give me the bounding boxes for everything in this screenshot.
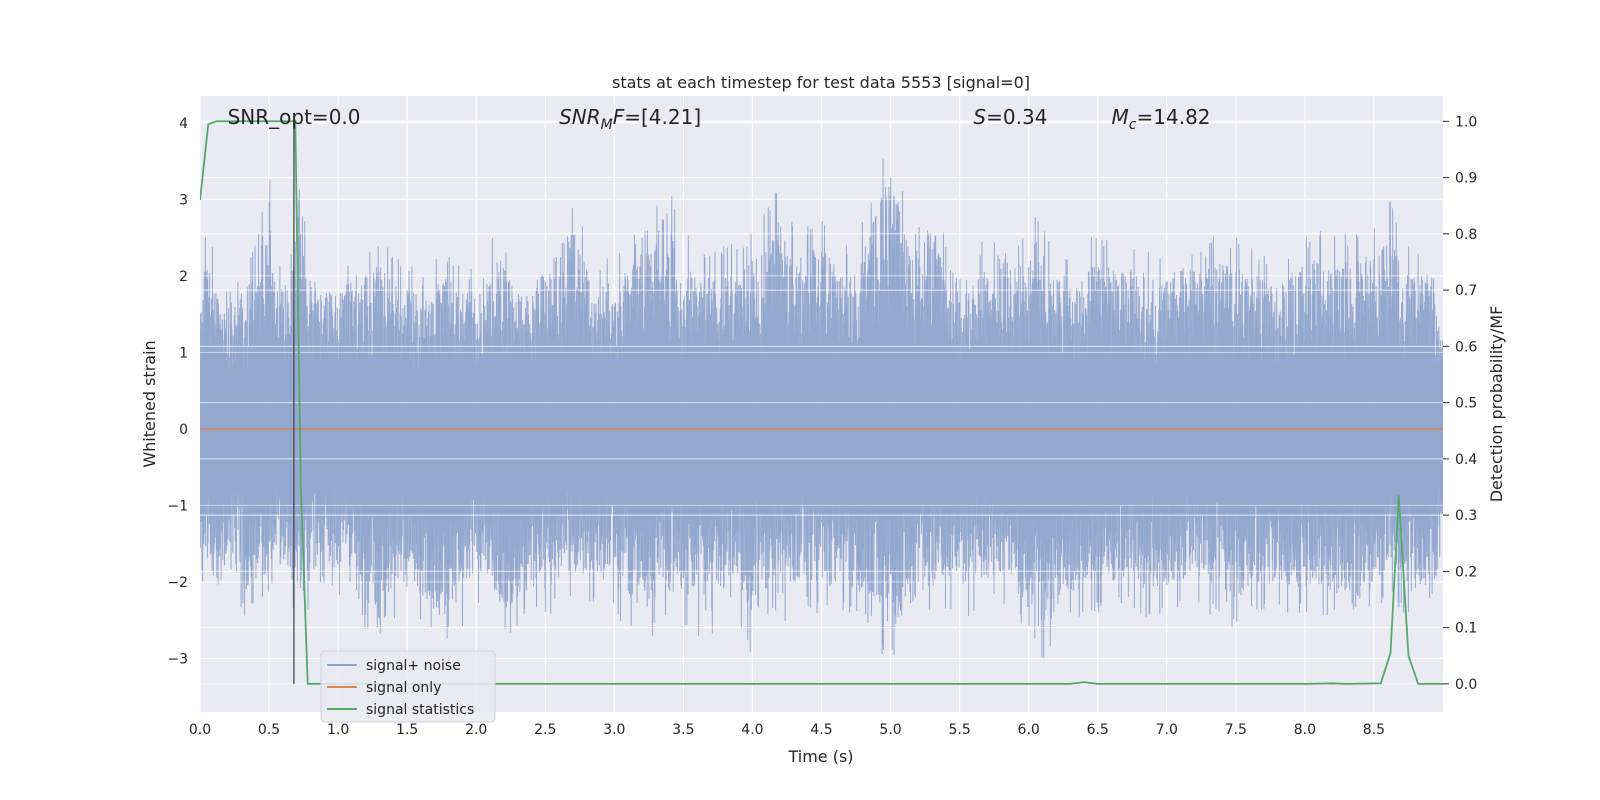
x-tick-label: 3.5 (672, 722, 694, 738)
x-tick-label: 5.5 (948, 722, 970, 738)
y-tick-label-left: 1 (179, 345, 188, 361)
x-tick-label: 0.0 (189, 722, 211, 738)
y-axis-label-left: Whitened strain (140, 340, 159, 467)
series-signal-statistics (200, 120, 1443, 685)
legend-entry: signal only (366, 680, 441, 696)
x-tick-label: 7.0 (1156, 722, 1178, 738)
x-tick-label: 6.0 (1018, 722, 1040, 738)
x-tick-label: 1.5 (396, 722, 418, 738)
y-tick-label-right: 0.7 (1455, 283, 1477, 299)
y-tick-label-left: −3 (167, 651, 188, 667)
annotation-part: SNR (559, 105, 601, 129)
y-tick-label-right: 0.1 (1455, 621, 1477, 637)
x-tick-label: 3.0 (603, 722, 625, 738)
y-tick-label-right: 0.3 (1455, 508, 1477, 524)
x-tick-label: 6.5 (1087, 722, 1109, 738)
x-tick-label: 2.0 (465, 722, 487, 738)
x-tick-label: 4.0 (741, 722, 763, 738)
y-tick-label-left: 4 (179, 116, 188, 132)
annotation-text: SNRMF=[4.21] (559, 105, 701, 133)
x-tick-label: 7.5 (1225, 722, 1247, 738)
ticks: 0.0 0.5 1.0 1.5 2.0 2.5 3.0 3.5 4.0 4.5 5.0 5.5 6.0 6… (167, 114, 1477, 738)
annotation-subscript: c (1129, 117, 1137, 133)
y-tick-label-left: 2 (179, 269, 188, 285)
annotation-text: S=0.34 (973, 105, 1047, 129)
y-tick-label-right: 0.5 (1455, 396, 1477, 412)
x-tick-label: 8.5 (1363, 722, 1385, 738)
chart-title: stats at each timestep for test data 555… (612, 73, 1030, 92)
legend-entry: signal statistics (366, 702, 474, 718)
x-tick-label: 2.5 (534, 722, 556, 738)
y-tick-label-left: −1 (167, 498, 188, 514)
legend-entry: signal+ noise (366, 658, 461, 674)
x-tick-label: 4.5 (810, 722, 832, 738)
annotation-part: SNR_opt=0.0 (228, 105, 361, 129)
annotation-part: F (613, 105, 625, 129)
y-tick-label-right: 0.0 (1455, 677, 1477, 693)
annotation-part: =[4.21] (624, 105, 701, 129)
annotation-text: Mc=14.82 (1112, 105, 1211, 133)
y-tick-label-right: 0.9 (1455, 171, 1477, 187)
y-axis-label-right: Detection probability/MF (1487, 306, 1506, 503)
x-tick-label: 1.0 (327, 722, 349, 738)
annotation-part: =0.34 (986, 105, 1047, 129)
y-tick-label-right: 0.8 (1455, 227, 1477, 243)
annotation-part: S (973, 105, 986, 129)
annotation-subscript: M (601, 117, 613, 133)
legend: signal+ noise signal only signal statistic… (320, 650, 496, 723)
y-tick-label-left: 0 (179, 422, 188, 438)
y-tick-label-left: 3 (179, 192, 188, 208)
annotation-text: SNR_opt=0.0 (228, 105, 361, 129)
y-tick-label-left: −2 (167, 575, 188, 591)
annotations: SNR_opt=0.0 SNRMF=[4.21] S=0.34 Mc=14.82 (228, 105, 1211, 133)
x-axis-label: Time (s) (787, 747, 853, 766)
y-tick-label-right: 1.0 (1455, 114, 1477, 130)
y-tick-label-right: 0.6 (1455, 339, 1477, 355)
y-tick-label-right: 0.2 (1455, 564, 1477, 580)
x-tick-label: 8.0 (1294, 722, 1316, 738)
y-tick-label-right: 0.4 (1455, 452, 1477, 468)
annotation-part: M (1112, 105, 1129, 129)
annotation-part: =14.82 (1137, 105, 1211, 129)
x-tick-label: 5.0 (879, 722, 901, 738)
legend-box (320, 650, 496, 723)
x-tick-label: 0.5 (258, 722, 280, 738)
